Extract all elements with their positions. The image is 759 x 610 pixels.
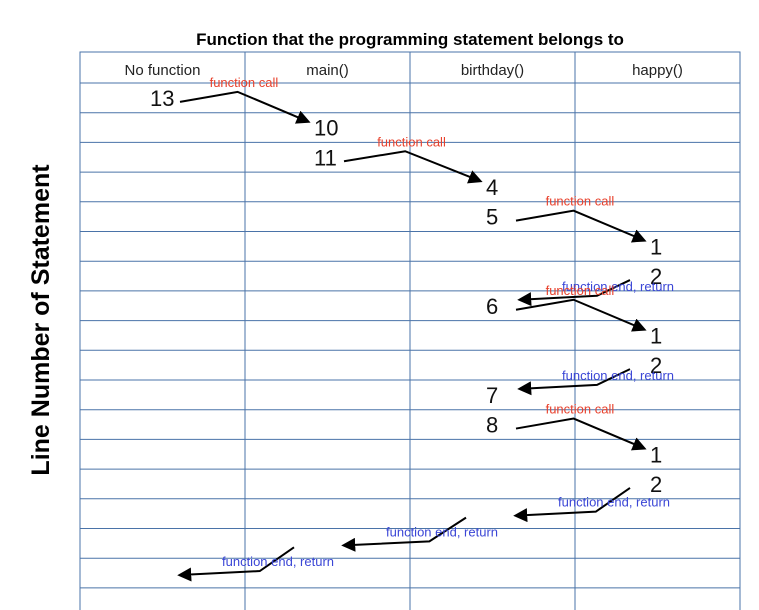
column-header: No function [125, 62, 201, 79]
line-number: 1 [650, 442, 662, 467]
line-number: 4 [486, 175, 498, 200]
line-number: 13 [150, 86, 174, 111]
return-arrow [517, 279, 631, 307]
line-number: 2 [650, 472, 662, 497]
function-call-label: function call [546, 283, 615, 298]
call-arrow [515, 417, 647, 451]
column-header: main() [306, 62, 349, 79]
call-arrow [179, 90, 311, 124]
return-arrow [341, 516, 467, 552]
line-number: 5 [486, 205, 498, 230]
line-number: 1 [650, 234, 662, 259]
function-return-label: function end, return [386, 524, 498, 539]
function-return-label: function end, return [562, 279, 674, 294]
line-number: 2 [650, 264, 662, 289]
function-call-label: function call [377, 134, 446, 149]
call-arrow [515, 209, 647, 243]
column-header: happy() [632, 62, 683, 79]
function-return-label: function end, return [222, 554, 334, 569]
return-arrow [177, 546, 295, 582]
line-number: 11 [314, 145, 337, 170]
function-call-label: function call [546, 194, 615, 209]
column-header: birthday() [461, 62, 524, 79]
line-number: 2 [650, 353, 662, 378]
transition-arrows [177, 90, 647, 582]
table-grid [79, 51, 741, 610]
line-number: 7 [486, 383, 498, 408]
line-numbers: 13 10 11 4 5 1 2 6 1 2 7 8 1 2 [150, 86, 662, 497]
function-return-label: function end, return [562, 368, 674, 383]
y-axis-label: Line Number of Statement [27, 164, 55, 476]
column-headers: No function main() birthday() happy() [125, 62, 683, 79]
function-call-label: function call [210, 75, 279, 90]
line-number: 6 [486, 294, 498, 319]
line-number: 10 [314, 116, 338, 141]
line-number: 1 [650, 323, 662, 348]
return-arrow [513, 487, 631, 523]
diagram-title: Function that the programming statement … [196, 30, 624, 49]
call-arrow [343, 150, 483, 184]
function-return-label: function end, return [558, 495, 670, 510]
return-arrow [517, 368, 631, 396]
line-number: 8 [486, 413, 498, 438]
call-arrow [515, 298, 647, 332]
function-call-label: function call [546, 402, 615, 417]
